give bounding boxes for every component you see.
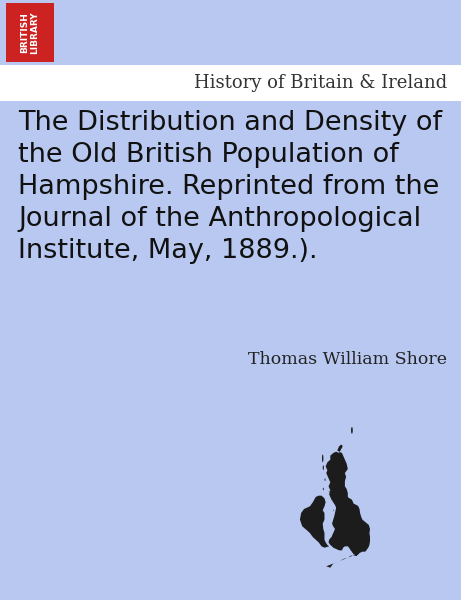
Text: Thomas William Shore: Thomas William Shore xyxy=(248,351,447,368)
Text: The Distribution and Density of
the Old British Population of
Hampshire. Reprint: The Distribution and Density of the Old … xyxy=(18,110,443,264)
Polygon shape xyxy=(300,496,329,548)
Ellipse shape xyxy=(323,465,324,470)
Ellipse shape xyxy=(329,491,330,493)
Text: History of Britain & Ireland: History of Britain & Ireland xyxy=(194,74,447,92)
Polygon shape xyxy=(325,445,370,568)
Bar xyxy=(0,65,461,101)
Ellipse shape xyxy=(322,454,324,463)
Ellipse shape xyxy=(351,427,353,434)
Text: BRITISH
LIBRARY: BRITISH LIBRARY xyxy=(20,11,40,54)
Ellipse shape xyxy=(340,445,343,448)
Ellipse shape xyxy=(323,488,324,490)
Bar xyxy=(6,3,54,62)
